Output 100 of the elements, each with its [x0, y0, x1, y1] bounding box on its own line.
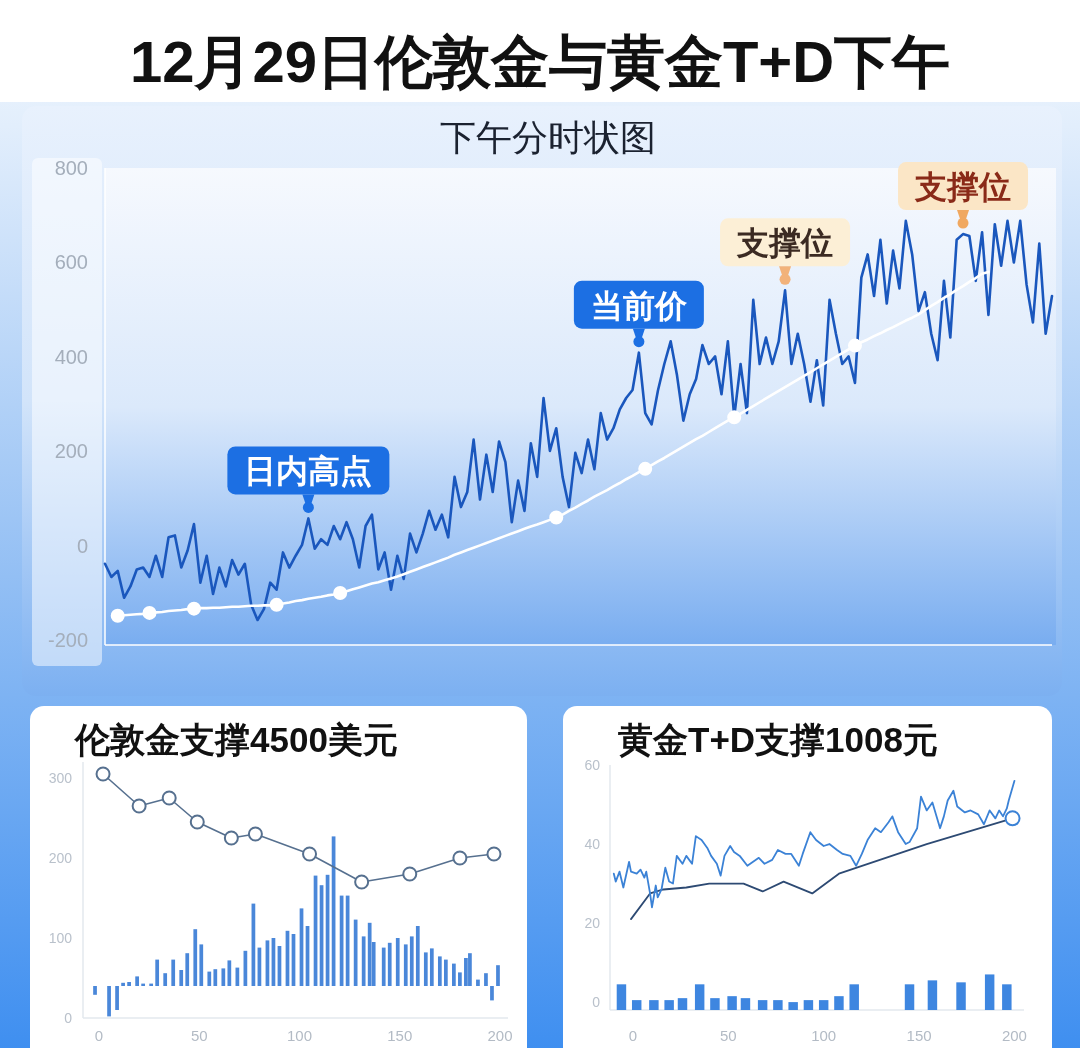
chart-title: 12月29日伦敦金与黄金T+D下午 — [129, 29, 951, 94]
bar — [927, 980, 938, 1010]
bar — [631, 1000, 642, 1010]
point — [186, 601, 201, 616]
bar — [616, 984, 627, 1010]
point — [161, 790, 177, 806]
bar — [227, 960, 232, 986]
bar — [115, 986, 119, 1010]
bar — [803, 1000, 814, 1010]
bar — [710, 998, 720, 1010]
bar — [694, 984, 705, 1010]
bar — [452, 963, 456, 986]
line-series — [103, 219, 1054, 622]
point — [95, 766, 111, 782]
x-tick-label: 0 — [94, 1027, 104, 1044]
point — [402, 866, 418, 882]
bar — [409, 936, 414, 986]
y-tick-label: 600 — [54, 251, 88, 274]
x-tick-label: 50 — [719, 1027, 737, 1044]
annotation: 日内高点 — [244, 453, 373, 490]
bar — [476, 979, 480, 986]
x-tick-label: 50 — [190, 1027, 208, 1044]
bar — [677, 998, 688, 1010]
bar — [437, 956, 442, 986]
bar — [207, 971, 212, 986]
y-tick-label: 100 — [48, 930, 73, 946]
bar — [443, 959, 448, 986]
bar — [107, 986, 111, 1017]
y-tick-label: 0 — [64, 1010, 73, 1026]
y-tick-label: 40 — [584, 836, 601, 853]
bar — [468, 953, 472, 986]
bar — [727, 996, 737, 1010]
bar — [235, 967, 240, 986]
bar — [484, 973, 488, 986]
point — [549, 510, 564, 525]
y-tick-label: 800 — [54, 157, 88, 179]
bar — [740, 998, 751, 1010]
annotation: 当前价 — [590, 287, 688, 324]
point — [189, 814, 205, 830]
bar — [984, 974, 995, 1010]
x-tick-label: 200 — [1001, 1027, 1027, 1044]
point — [354, 874, 370, 890]
bar — [387, 942, 392, 986]
point — [638, 461, 653, 476]
bar — [496, 965, 500, 986]
chart-subtitle: 下午分时状图 — [440, 117, 656, 158]
bar — [849, 984, 859, 1010]
bar — [193, 929, 198, 986]
bar — [93, 986, 97, 995]
point — [727, 410, 742, 425]
y-tick-label: 0 — [76, 534, 88, 557]
bar — [904, 984, 915, 1010]
bar — [171, 959, 176, 986]
bar — [135, 976, 139, 986]
bar — [179, 970, 184, 986]
y-tick-label: -200 — [47, 629, 88, 652]
x-tick-label: 150 — [387, 1027, 413, 1044]
bar — [361, 936, 366, 986]
point — [131, 798, 147, 814]
bar — [403, 944, 408, 986]
bar — [649, 1000, 659, 1010]
y-tick-label: 0 — [592, 994, 601, 1011]
bar — [121, 982, 125, 986]
x-tick-label: 100 — [811, 1027, 837, 1044]
y-tick-label: 20 — [584, 915, 601, 932]
point — [247, 826, 263, 842]
bar — [1002, 984, 1012, 1010]
bar — [367, 922, 372, 986]
bar — [163, 973, 168, 986]
point — [110, 608, 125, 623]
y-tick-label: 200 — [54, 440, 88, 463]
bar — [353, 919, 358, 986]
x-tick-label: 0 — [628, 1027, 638, 1044]
bar — [757, 1000, 768, 1010]
bar — [381, 947, 386, 986]
x-tick-label: 100 — [286, 1027, 313, 1044]
bar — [127, 982, 131, 986]
point — [847, 338, 862, 353]
bar — [423, 952, 428, 986]
bar — [788, 1002, 798, 1010]
point — [302, 846, 318, 862]
point — [269, 597, 284, 612]
point — [333, 586, 348, 601]
bar — [458, 972, 462, 986]
point — [486, 846, 502, 862]
x-tick-label: 200 — [487, 1027, 513, 1044]
bar — [818, 1000, 829, 1010]
point — [142, 605, 157, 620]
bar — [221, 968, 226, 986]
bar — [199, 944, 204, 986]
chart-title: 黄金T+D支撑1008元 — [618, 720, 938, 759]
bar — [956, 982, 966, 1010]
bar — [185, 953, 190, 986]
bar — [395, 938, 400, 986]
bar — [664, 1000, 674, 1010]
bar — [155, 959, 160, 986]
x-tick-label: 150 — [906, 1027, 932, 1044]
bar — [415, 926, 420, 986]
annotation: 支撑位 — [736, 225, 834, 262]
bar — [429, 948, 434, 986]
